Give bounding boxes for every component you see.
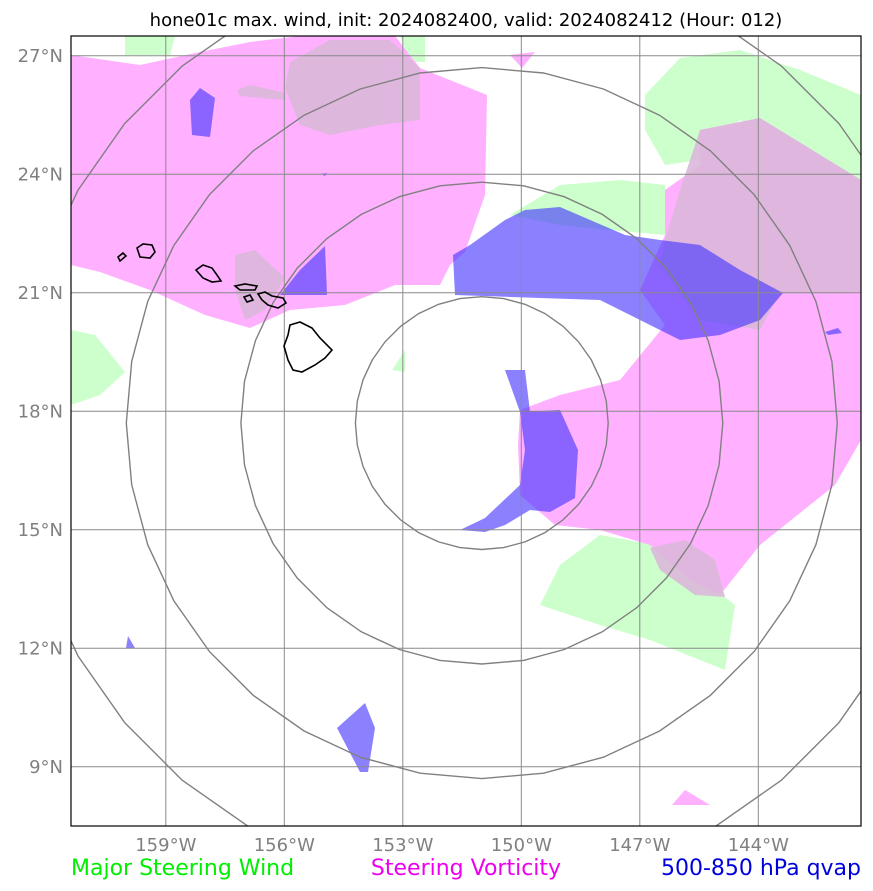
legend: Major Steering Wind Steering Vorticity 500… xyxy=(71,856,861,881)
range-ring xyxy=(125,66,839,780)
legend-label: 500-850 hPa qvap xyxy=(661,856,861,881)
coast-molokai xyxy=(233,283,259,291)
map-layers xyxy=(71,36,861,826)
range-ring xyxy=(240,181,724,665)
overlap-area xyxy=(237,85,285,100)
coastline-layer xyxy=(116,243,334,373)
figure-title: hone01c max. wind, init: 2024082400, val… xyxy=(150,10,783,31)
lat-tick-label: 15°N xyxy=(18,520,63,541)
qvap-area xyxy=(190,88,215,137)
vorticity-area xyxy=(672,790,710,805)
qvap-area xyxy=(505,370,530,412)
qvap-area xyxy=(337,703,375,772)
lon-tick-label: 156°W xyxy=(254,835,315,856)
qvap-area xyxy=(825,328,842,335)
qvap-area xyxy=(126,636,135,648)
lat-tick-label: 21°N xyxy=(18,283,63,304)
qvap-layer xyxy=(126,88,842,772)
qvap-area xyxy=(460,410,578,532)
overlap-area xyxy=(650,540,725,597)
map-frame xyxy=(70,35,862,827)
coast-niihau xyxy=(116,251,128,263)
wind-area xyxy=(71,330,125,405)
vorticity-area xyxy=(510,52,535,68)
coast-oahu xyxy=(194,264,223,283)
overlap-area xyxy=(285,40,420,135)
graticule xyxy=(71,36,861,826)
lon-tick-label: 144°W xyxy=(728,835,789,856)
range-ring xyxy=(354,295,609,551)
lat-tick-label: 24°N xyxy=(18,164,63,185)
lat-tick-label: 9°N xyxy=(29,757,63,778)
qvap-area xyxy=(280,246,327,295)
coast-maui xyxy=(256,291,288,309)
wind-area xyxy=(392,350,405,372)
latitude-tick-labels: 27°N 24°N 21°N 18°N 15°N 12°N 9°N xyxy=(18,46,63,778)
qvap-area xyxy=(453,207,783,340)
lat-tick-label: 18°N xyxy=(18,401,63,422)
coast-hawaii xyxy=(283,321,334,373)
longitude-tick-labels: 159°W 156°W 153°W 150°W 147°W 144°W xyxy=(135,835,789,856)
range-rings xyxy=(71,36,861,826)
lon-tick-label: 159°W xyxy=(135,835,196,856)
legend-label: Major Steering Wind xyxy=(71,856,294,881)
wind-area xyxy=(125,36,175,55)
lon-tick-label: 153°W xyxy=(372,835,433,856)
lon-tick-label: 147°W xyxy=(609,835,670,856)
lat-tick-label: 12°N xyxy=(18,638,63,659)
coast-lanai xyxy=(242,294,255,303)
lon-tick-label: 150°W xyxy=(491,835,552,856)
legend-label: Steering Vorticity xyxy=(371,856,561,881)
coast-kauai xyxy=(136,243,156,259)
lat-tick-label: 27°N xyxy=(18,46,63,67)
